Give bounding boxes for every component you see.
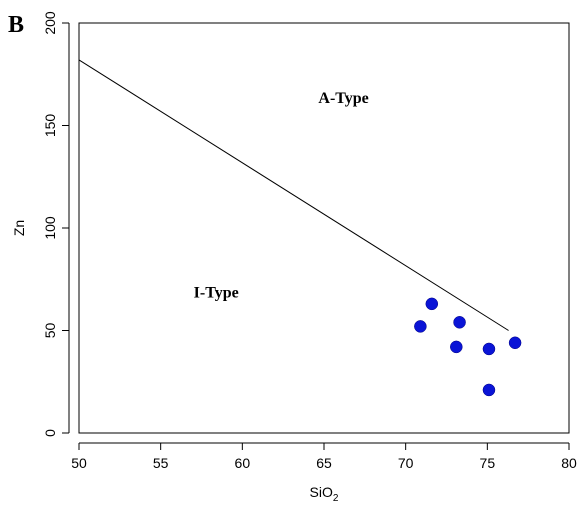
discrimination-line xyxy=(78,59,509,331)
y-tick-label: 200 xyxy=(42,11,58,35)
y-tick-label: 50 xyxy=(42,323,58,339)
x-tick-label: 70 xyxy=(398,455,414,471)
x-tick-label: 50 xyxy=(71,455,87,471)
x-tick-label: 55 xyxy=(153,455,169,471)
y-tick-label: 150 xyxy=(42,114,58,138)
x-axis-title-subscript: 2 xyxy=(333,493,339,504)
panel-label: B xyxy=(8,12,24,38)
region-labels: A-Type I-Type xyxy=(194,90,369,302)
y-tick-label: 0 xyxy=(42,429,58,437)
data-point xyxy=(453,316,466,329)
y-axis-ticks: 0 50 100 150 200 xyxy=(42,11,69,437)
plot-frame xyxy=(78,22,570,434)
y-axis-title: Zn xyxy=(11,220,27,236)
data-point xyxy=(482,383,496,397)
region-label: I-Type xyxy=(194,285,239,302)
region-label: A-Type xyxy=(318,90,368,107)
x-tick-label: 60 xyxy=(235,455,251,471)
x-tick-label: 80 xyxy=(561,455,577,471)
boundary-line xyxy=(78,59,509,331)
x-axis-title: SiO2 xyxy=(310,484,339,504)
data-points xyxy=(414,297,522,397)
data-point xyxy=(482,342,496,356)
x-axis-title-main: SiO xyxy=(310,484,333,500)
data-point xyxy=(450,340,463,354)
data-point xyxy=(425,297,439,311)
x-tick-label: 75 xyxy=(480,455,496,471)
data-point xyxy=(508,336,522,350)
y-tick-label: 100 xyxy=(42,216,58,240)
x-tick-label: 65 xyxy=(316,455,332,471)
data-point xyxy=(414,320,427,333)
x-axis-ticks: 50 55 60 65 70 75 80 xyxy=(71,443,577,471)
